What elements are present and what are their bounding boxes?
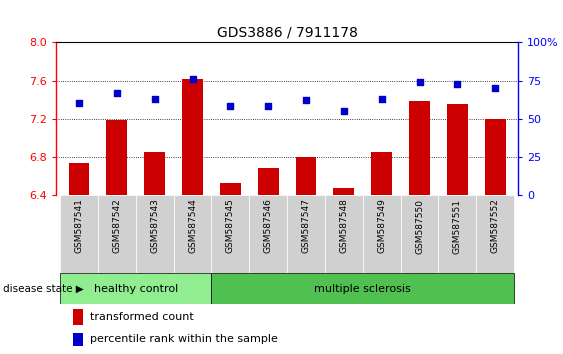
Point <box>226 104 235 109</box>
FancyBboxPatch shape <box>60 195 98 273</box>
FancyBboxPatch shape <box>173 195 212 273</box>
Bar <box>212 273 514 304</box>
Point <box>415 79 424 85</box>
FancyBboxPatch shape <box>401 195 439 273</box>
Text: GSM587547: GSM587547 <box>302 199 311 253</box>
Text: GSM587544: GSM587544 <box>188 199 197 253</box>
FancyBboxPatch shape <box>476 195 514 273</box>
Bar <box>106 120 127 195</box>
Bar <box>372 152 392 195</box>
Text: GSM587552: GSM587552 <box>491 199 500 253</box>
Bar <box>144 152 165 195</box>
Bar <box>69 163 90 195</box>
Text: GSM587551: GSM587551 <box>453 199 462 253</box>
Point <box>263 104 272 109</box>
Point <box>188 76 197 82</box>
Point <box>302 97 311 103</box>
Point <box>453 81 462 86</box>
Text: transformed count: transformed count <box>90 312 194 322</box>
Bar <box>409 102 430 195</box>
Bar <box>333 188 354 195</box>
Title: GDS3886 / 7911178: GDS3886 / 7911178 <box>217 26 358 40</box>
FancyBboxPatch shape <box>249 195 287 273</box>
Text: GSM587545: GSM587545 <box>226 199 235 253</box>
Point <box>377 96 386 102</box>
Bar <box>73 333 83 346</box>
Text: GSM587542: GSM587542 <box>113 199 122 253</box>
Bar <box>60 273 212 304</box>
FancyBboxPatch shape <box>287 195 325 273</box>
FancyBboxPatch shape <box>136 195 173 273</box>
Bar <box>447 104 468 195</box>
Bar <box>220 183 241 195</box>
Point <box>150 96 159 102</box>
Bar <box>258 168 279 195</box>
Point <box>74 101 83 106</box>
FancyBboxPatch shape <box>212 195 249 273</box>
Text: GSM587543: GSM587543 <box>150 199 159 253</box>
FancyBboxPatch shape <box>363 195 401 273</box>
Point <box>113 90 122 96</box>
Bar <box>73 309 83 325</box>
Text: GSM587549: GSM587549 <box>377 199 386 253</box>
FancyBboxPatch shape <box>325 195 363 273</box>
Point <box>339 108 348 114</box>
Text: GSM587550: GSM587550 <box>415 199 424 253</box>
Point <box>491 85 500 91</box>
Text: percentile rank within the sample: percentile rank within the sample <box>90 335 278 344</box>
Text: multiple sclerosis: multiple sclerosis <box>315 284 411 293</box>
Bar <box>485 119 506 195</box>
FancyBboxPatch shape <box>439 195 476 273</box>
Text: GSM587546: GSM587546 <box>263 199 272 253</box>
Bar <box>296 157 316 195</box>
FancyBboxPatch shape <box>98 195 136 273</box>
Text: GSM587541: GSM587541 <box>74 199 83 253</box>
Bar <box>182 79 203 195</box>
Text: disease state ▶: disease state ▶ <box>3 284 83 293</box>
Text: healthy control: healthy control <box>93 284 178 293</box>
Text: GSM587548: GSM587548 <box>339 199 348 253</box>
